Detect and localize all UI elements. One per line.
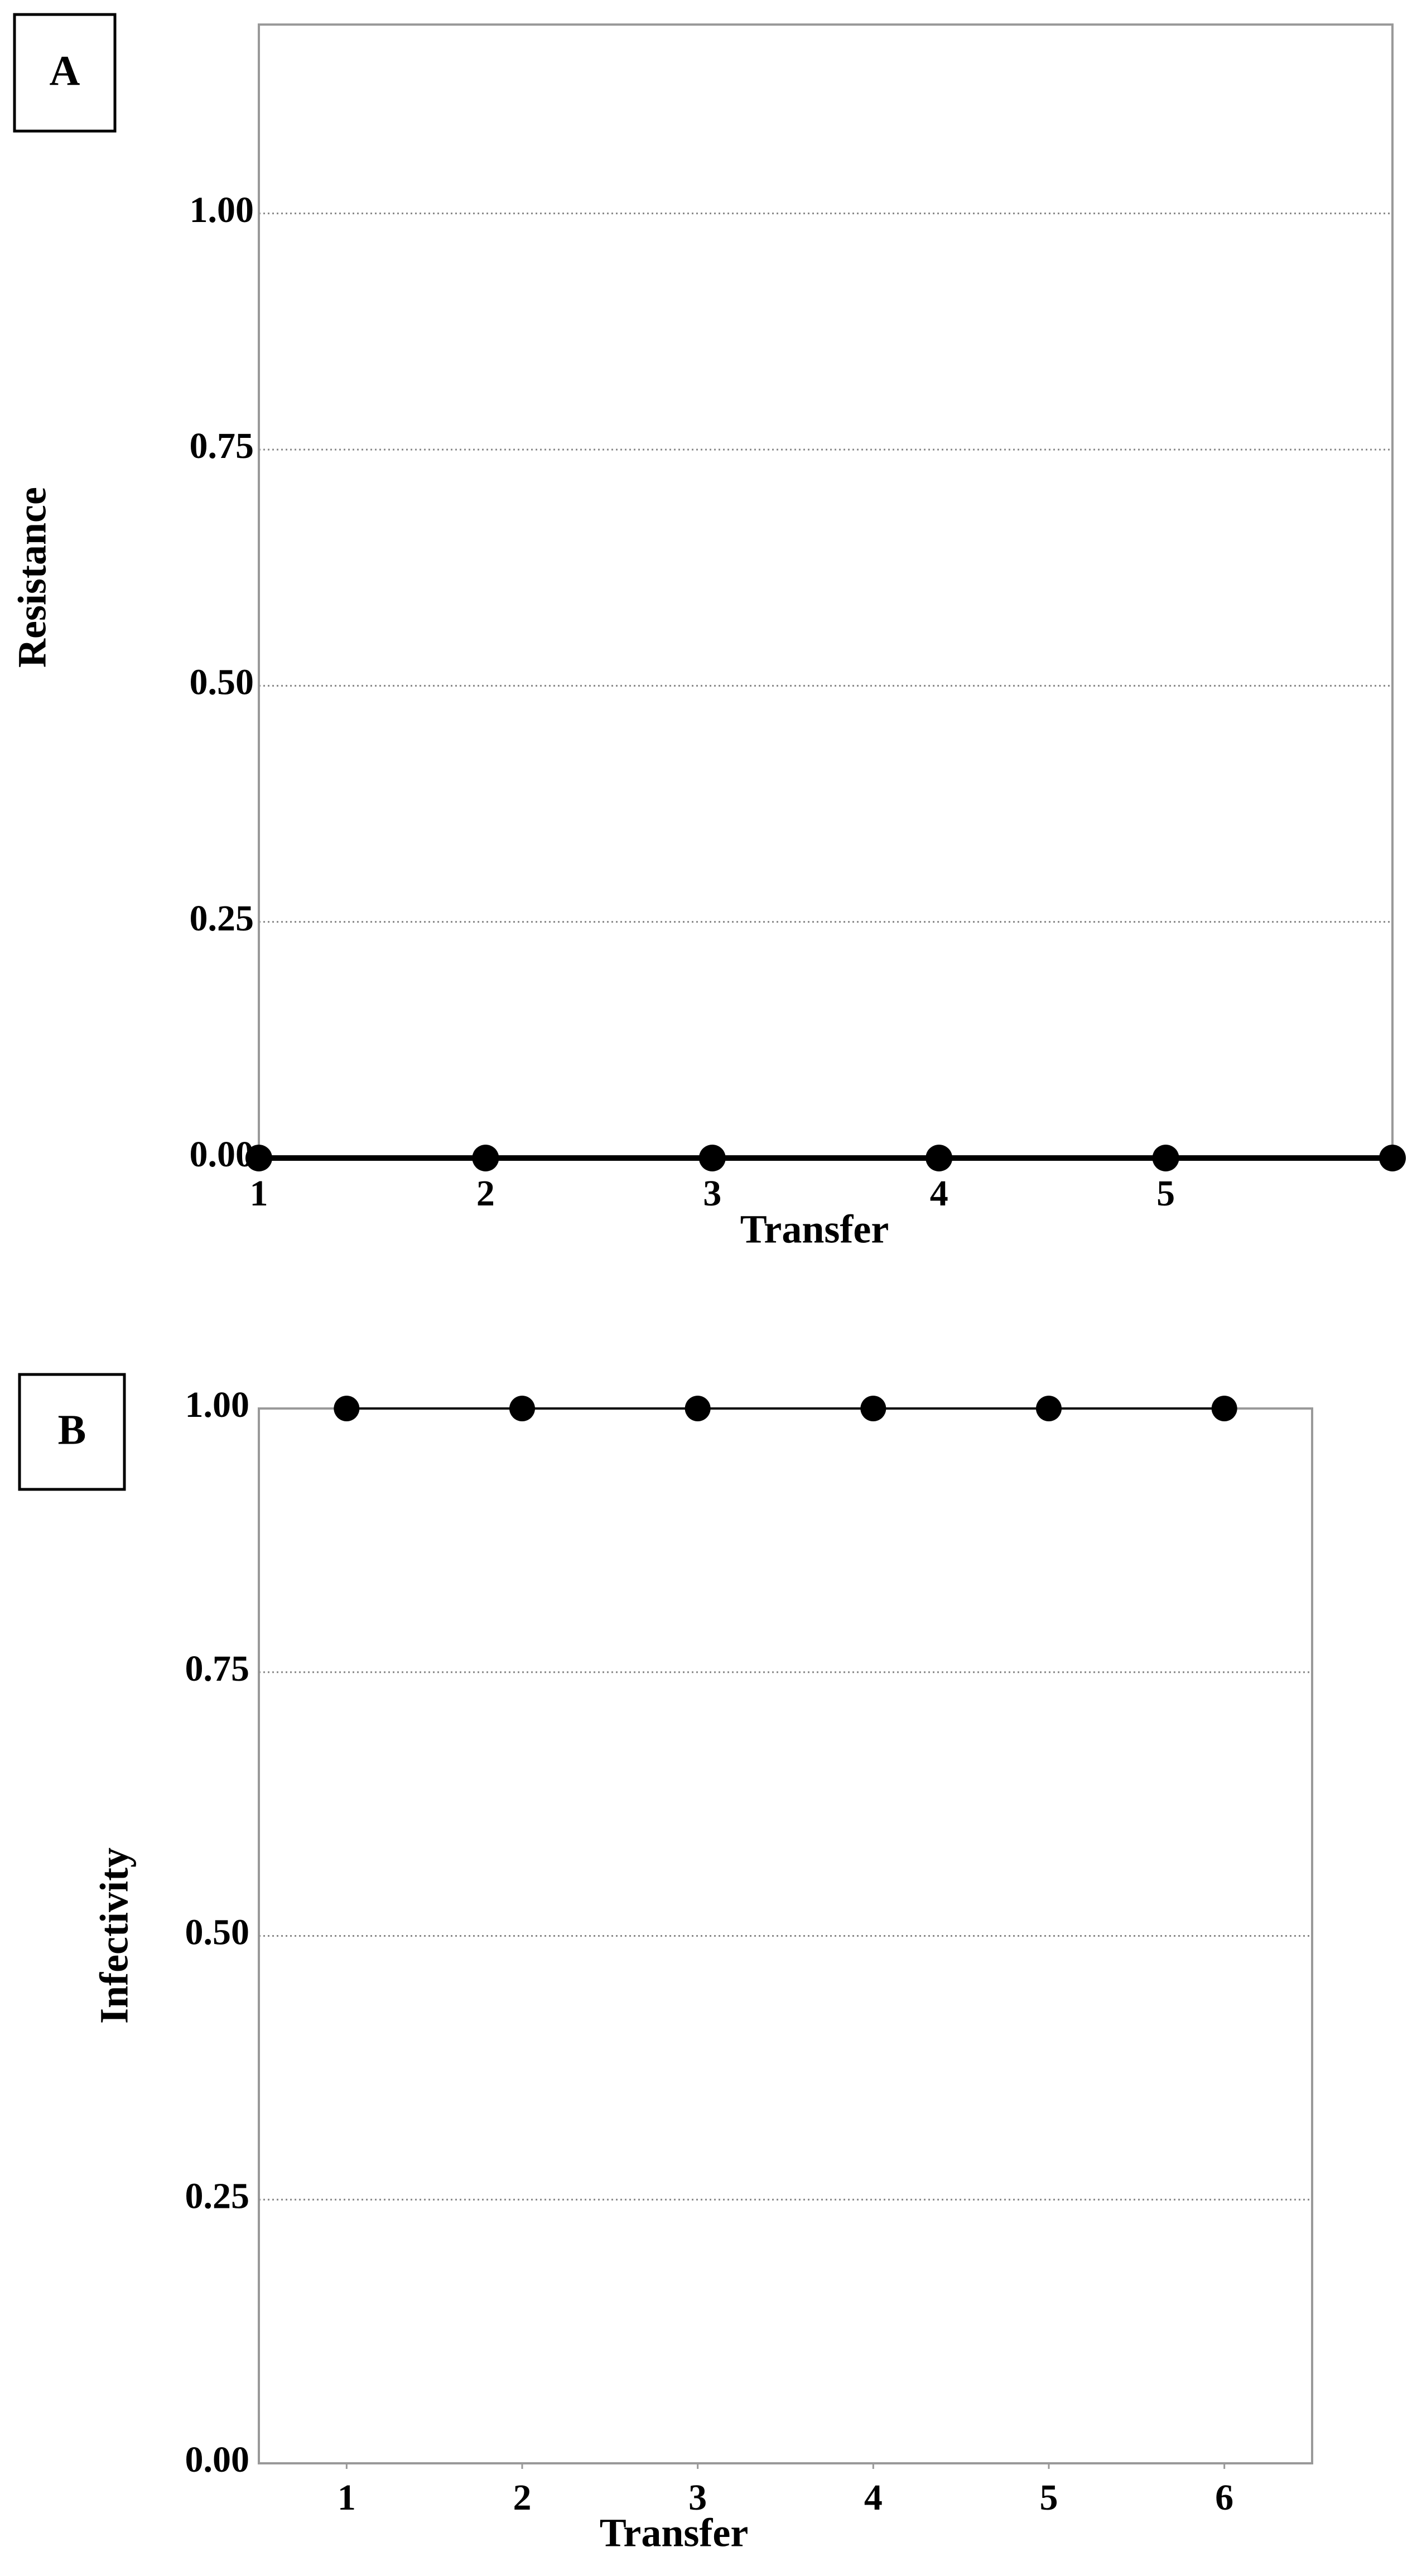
x-tick-label: 4 [864,2477,883,2518]
y-axis-title: Infectivity [92,1847,137,2024]
panel-label: A [50,47,80,94]
x-axis-title: Transfer [740,1207,889,1252]
x-tick-label: 1 [338,2477,356,2518]
y-tick-label: 1.00 [190,190,254,230]
x-tick-label: 1 [250,1173,268,1214]
y-tick-label: 0.75 [185,1648,250,1689]
x-tick-label: 4 [930,1173,948,1214]
x-tick-label: 6 [1215,2477,1233,2518]
x-tick-label: 5 [1040,2477,1058,2518]
data-point [245,1145,272,1171]
plot-frame [258,23,1394,1158]
data-point [1152,1145,1179,1171]
y-tick-label: 1.00 [185,1385,250,1425]
panel-label-box [18,1373,126,1491]
x-tick-label: 3 [703,1173,721,1214]
data-point [860,1396,886,1421]
data-point [334,1396,360,1421]
y-tick-label: 0.25 [190,898,254,939]
panel-label: B [58,1406,86,1453]
y-tick-label: 0.50 [185,1912,250,1953]
panel-label-box [13,13,117,133]
y-axis-title: Resistance [10,487,55,668]
data-point [926,1145,953,1171]
data-point [1211,1396,1237,1421]
x-tick-label: 5 [1156,1173,1175,1214]
x-tick-label: 2 [513,2477,532,2518]
data-point [509,1396,535,1421]
y-tick-label: 0.00 [185,2439,250,2480]
y-tick-label: 0.75 [190,426,254,466]
x-tick-label: 3 [688,2477,707,2518]
x-axis-title: Transfer [600,2511,749,2555]
data-point [1036,1396,1062,1421]
y-tick-label: 0.00 [190,1134,254,1175]
data-point [698,1145,726,1171]
y-tick-label: 0.50 [190,662,254,702]
data-point [1379,1145,1406,1171]
data-point [472,1145,499,1171]
data-point [685,1396,711,1421]
y-tick-label: 0.25 [185,2175,250,2216]
x-tick-label: 2 [476,1173,495,1214]
